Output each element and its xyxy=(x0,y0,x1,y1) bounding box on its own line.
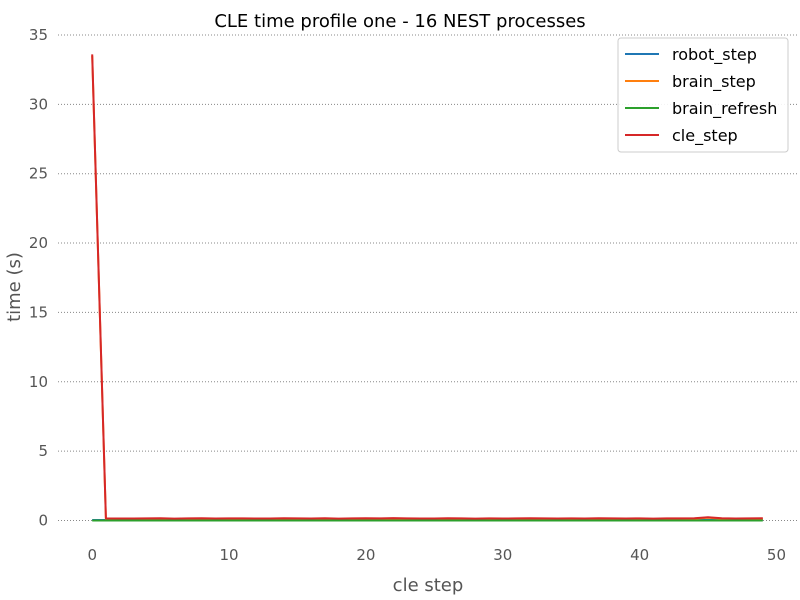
x-tick-label: 0 xyxy=(87,546,97,564)
legend-items: robot_step brain_step brain_refresh cle_ste… xyxy=(625,45,777,146)
x-tick-label: 40 xyxy=(630,546,649,564)
y-axis-label: time (s) xyxy=(4,252,25,322)
legend-label: brain_refresh xyxy=(672,99,777,119)
y-tick-label: 25 xyxy=(29,165,48,183)
x-axis-label: cle step xyxy=(393,575,464,596)
x-tick-label: 30 xyxy=(493,546,512,564)
series-line-cle-step xyxy=(91,54,763,520)
y-tick-label: 10 xyxy=(29,373,48,391)
legend-box xyxy=(617,37,789,153)
tick-layer: 0 5 10 15 20 25 30 35 0 10 20 30 40 50 xyxy=(29,26,786,564)
x-tick-label: 20 xyxy=(356,546,375,564)
x-tick-label: 10 xyxy=(220,546,239,564)
legend-label: brain_step xyxy=(672,72,756,92)
y-tick-label: 20 xyxy=(29,234,48,252)
x-tick-label: 50 xyxy=(767,546,786,564)
legend-label: cle_step xyxy=(672,126,738,146)
grid-layer xyxy=(58,34,797,521)
legend-label: robot_step xyxy=(672,45,757,65)
y-tick-label: 35 xyxy=(29,26,48,44)
y-tick-label: 5 xyxy=(38,442,48,460)
y-tick-label: 0 xyxy=(38,511,48,529)
y-tick-label: 30 xyxy=(29,95,48,113)
y-tick-label: 15 xyxy=(29,303,48,321)
chart-title: CLE time profile one - 16 NEST processes xyxy=(214,11,585,32)
chart-legend: robot_step brain_step brain_refresh cle_ste… xyxy=(617,37,789,153)
series-layer xyxy=(91,54,763,522)
